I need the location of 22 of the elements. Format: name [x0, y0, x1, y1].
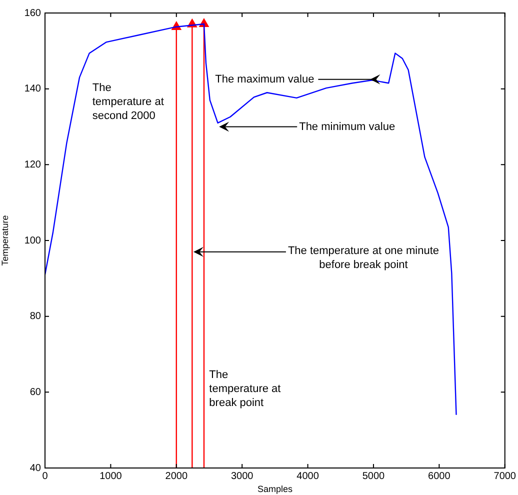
x-axis-title: Samples: [257, 484, 293, 494]
x-tick-label: 3000: [230, 470, 254, 482]
annotation: The temperature at break point: [209, 368, 281, 409]
y-tick-label: 60: [30, 386, 42, 398]
x-tick-label: 0: [42, 470, 48, 482]
y-tick-label: 120: [24, 159, 42, 170]
y-tick-label: 100: [24, 235, 42, 246]
annotation: The maximum value: [215, 73, 314, 86]
x-tick-label: 1000: [100, 470, 122, 482]
y-tick-label: 80: [30, 311, 42, 322]
x-tick-label: 6000: [428, 470, 451, 482]
annotation: The temperature at one minute before break point: [288, 244, 439, 271]
annotation: The minimum value: [299, 120, 396, 133]
x-tick-label: 5000: [362, 470, 386, 482]
annotation: The temperature at second 2000: [92, 82, 164, 122]
x-tick-label: 7000: [494, 470, 516, 482]
y-tick-label: 40: [30, 462, 42, 474]
x-tick-label: 4000: [296, 470, 320, 482]
x-tick-label: 2000: [165, 470, 188, 482]
y-tick-label: 140: [24, 84, 42, 95]
y-tick-label: 160: [24, 8, 42, 19]
y-axis-title: Temperature: [0, 215, 10, 266]
